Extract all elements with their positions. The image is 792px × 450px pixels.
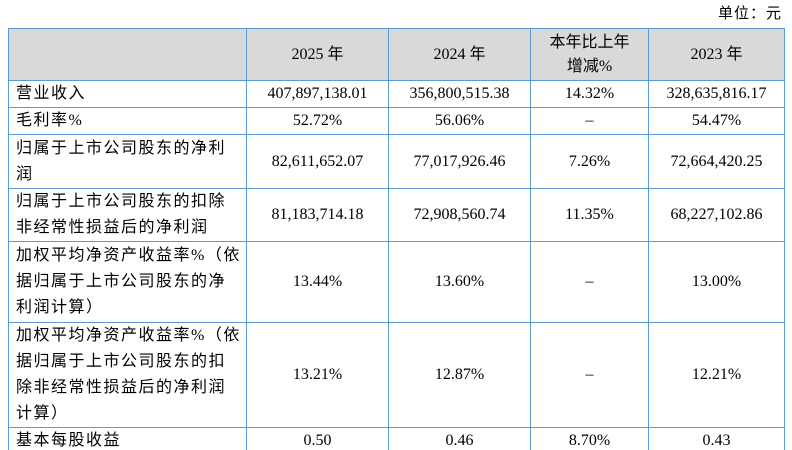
value-2025: 13.21% xyxy=(246,322,389,428)
table-row-basic-eps: 基本每股收益 0.50 0.46 8.70% 0.43 xyxy=(8,427,785,450)
value-change: – xyxy=(530,322,649,428)
row-label: 毛利率% xyxy=(8,107,247,135)
value-change: 11.35% xyxy=(530,188,649,242)
financial-summary-table: 2025 年 2024 年 本年比上年 增减% 2023 年 营业收入 407,… xyxy=(8,28,785,450)
header-year-2025: 2025 年 xyxy=(246,28,389,81)
header-yoy-change: 本年比上年 增减% xyxy=(530,28,649,81)
table-row-gross-margin: 毛利率% 52.72% 56.06% – 54.47% xyxy=(8,107,785,135)
value-change: 7.26% xyxy=(530,134,649,189)
header-blank-cell xyxy=(8,28,247,81)
value-2023: 328,635,816.17 xyxy=(648,80,785,108)
value-change: – xyxy=(530,241,649,323)
value-2023: 72,664,420.25 xyxy=(648,134,785,189)
value-2025: 0.50 xyxy=(246,427,389,450)
table-header-row: 2025 年 2024 年 本年比上年 增减% 2023 年 xyxy=(8,28,785,81)
table-row-net-profit: 归属于上市公司股东的净利润 82,611,652.07 77,017,926.4… xyxy=(8,134,785,189)
value-2025: 82,611,652.07 xyxy=(246,134,389,189)
value-change: 8.70% xyxy=(530,427,649,450)
value-2023: 54.47% xyxy=(648,107,785,135)
value-2024: 56.06% xyxy=(388,107,531,135)
header-year-2023: 2023 年 xyxy=(648,28,785,81)
value-2023: 12.21% xyxy=(648,322,785,428)
value-2024: 12.87% xyxy=(388,322,531,428)
row-label: 基本每股收益 xyxy=(8,427,247,450)
value-2024: 13.60% xyxy=(388,241,531,323)
value-change: 14.32% xyxy=(530,80,649,108)
table-row-net-profit-deducted: 归属于上市公司股东的扣除非经常性损益后的净利润 81,183,714.18 72… xyxy=(8,188,785,242)
row-label: 归属于上市公司股东的扣除非经常性损益后的净利润 xyxy=(8,188,247,242)
value-2025: 407,897,138.01 xyxy=(246,80,389,108)
row-label: 营业收入 xyxy=(8,80,247,108)
value-2024: 77,017,926.46 xyxy=(388,134,531,189)
header-year-2024: 2024 年 xyxy=(388,28,531,81)
row-label: 加权平均净资产收益率%（依据归属于上市公司股东的扣除非经常性损益后的净利润计算） xyxy=(8,322,247,428)
unit-label: 单位：元 xyxy=(717,6,782,22)
value-2025: 13.44% xyxy=(246,241,389,323)
table-row-revenue: 营业收入 407,897,138.01 356,800,515.38 14.32… xyxy=(8,80,785,108)
row-label: 归属于上市公司股东的净利润 xyxy=(8,134,247,189)
row-label: 加权平均净资产收益率%（依据归属于上市公司股东的净利润计算） xyxy=(8,241,247,323)
value-2025: 81,183,714.18 xyxy=(246,188,389,242)
value-2025: 52.72% xyxy=(246,107,389,135)
value-2024: 72,908,560.74 xyxy=(388,188,531,242)
table-row-weighted-roe-deducted: 加权平均净资产收益率%（依据归属于上市公司股东的扣除非经常性损益后的净利润计算）… xyxy=(8,322,785,428)
value-change: – xyxy=(530,107,649,135)
value-2023: 13.00% xyxy=(648,241,785,323)
value-2023: 68,227,102.86 xyxy=(648,188,785,242)
value-2024: 0.46 xyxy=(388,427,531,450)
value-2024: 356,800,515.38 xyxy=(388,80,531,108)
table-row-weighted-roe: 加权平均净资产收益率%（依据归属于上市公司股东的净利润计算） 13.44% 13… xyxy=(8,241,785,323)
value-2023: 0.43 xyxy=(648,427,785,450)
